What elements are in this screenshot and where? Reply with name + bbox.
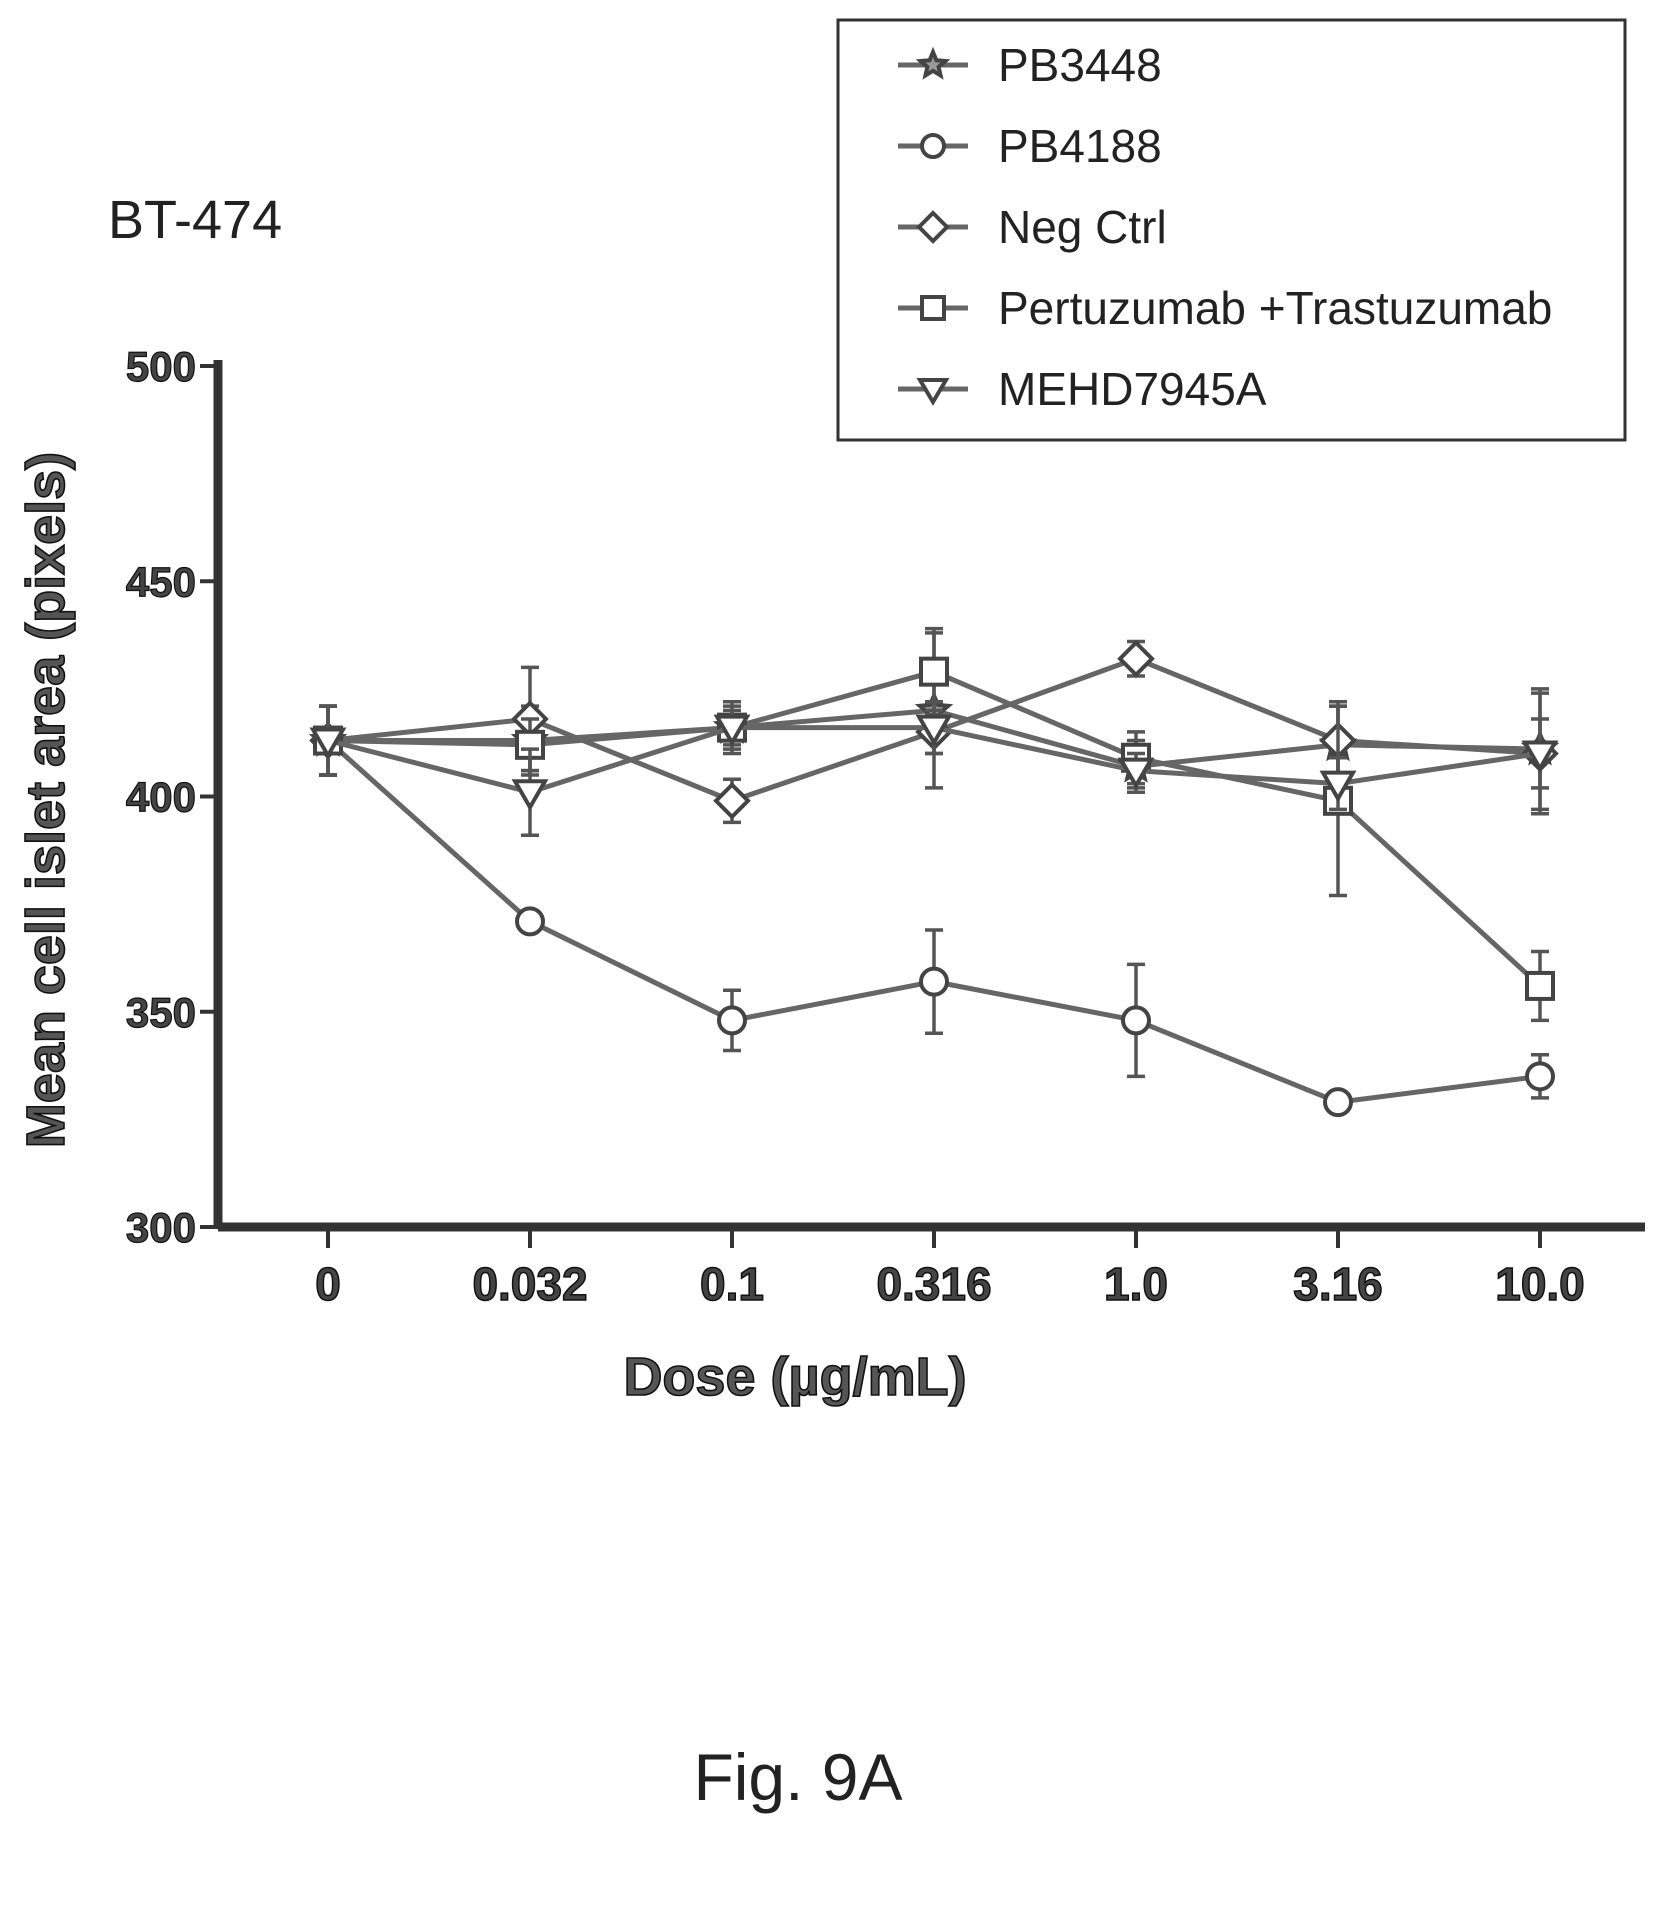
data-point [1117,639,1155,678]
data-point [1319,770,1357,803]
legend-item: Pertuzumab +Trastuzumab [898,282,1552,334]
data-point [511,779,549,812]
y-tick-label: 450 [126,558,196,605]
x-tick-label: 1.0 [1104,1258,1168,1310]
y-ticks: 300 350 400 450 500 [125,342,218,1252]
data-point [1121,1005,1151,1036]
data-point [916,378,950,406]
legend-label: Pertuzumab +Trastuzumab [998,282,1552,334]
legend-item: PB3448 [898,39,1162,91]
data-point [713,714,751,747]
data-point [919,656,949,687]
data-point [915,714,953,747]
x-tick-label: 10.0 [1495,1258,1585,1310]
x-axis-title: Dose (µg/mL) [623,1347,966,1407]
data-point [916,210,950,244]
legend: PB3448 PB4188 Neg Ctrl Pertuzumab +Trastuzu… [836,18,1627,442]
data-point [1521,740,1559,773]
panel-label: BT-474 [108,190,282,250]
data-point [1525,1061,1555,1092]
data-point [713,781,751,820]
x-tick-label: 0.316 [876,1258,991,1310]
data-point [1525,970,1555,1001]
x-tick-label: 0.032 [472,1258,587,1310]
y-tick-label: 400 [126,774,196,821]
data-point [919,966,949,997]
data-point [309,727,347,760]
y-tick-label: 500 [126,343,196,390]
data-point [717,1005,747,1036]
data-point [1323,1087,1353,1118]
legend-items: PB3448 PB4188 Neg Ctrl Pertuzumab +Trastuzu… [898,39,1552,415]
legend-label: PB3448 [998,39,1162,91]
data-point [920,295,946,321]
series-layer [308,626,1560,1118]
y-axis-title: Mean cell islet area (pixels) [16,452,76,1148]
axes [213,360,1645,1232]
x-tick-label: 0 [315,1258,341,1310]
figure-caption: Fig. 9A [693,1740,902,1814]
legend-label: MEHD7945A [998,363,1267,415]
y-tick-label: 300 [126,1204,196,1251]
x-ticks: 0 0.032 0.1 0.316 1.0 3.16 10.0 [314,1227,1586,1311]
data-point [915,46,951,80]
x-tick-label: 3.16 [1293,1258,1383,1310]
x-tick-label: 0.1 [700,1258,764,1310]
series-mehd7945a [309,700,1559,837]
series-line [326,738,1541,1105]
legend-item: Neg Ctrl [898,201,1167,253]
data-point [515,906,545,937]
y-tick-label: 350 [126,989,196,1036]
legend-label: Neg Ctrl [998,201,1167,253]
legend-label: PB4188 [998,120,1162,172]
data-point [920,133,946,159]
legend-item: MEHD7945A [898,363,1267,415]
legend-box [836,18,1627,442]
legend-item: PB4188 [898,120,1162,172]
data-point [1117,757,1155,790]
